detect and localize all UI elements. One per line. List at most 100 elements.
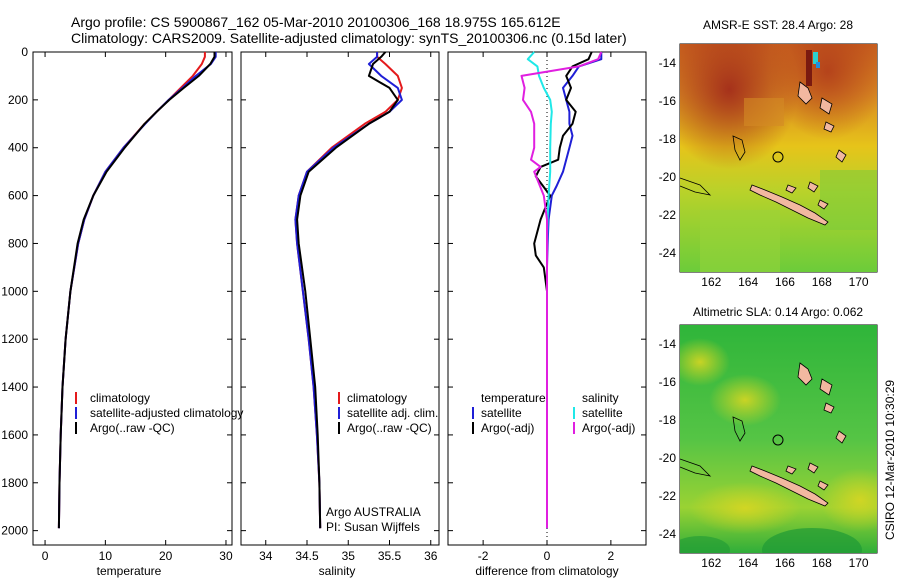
vanuatu-island — [797, 362, 813, 386]
legend-label-climatology: climatology — [90, 391, 150, 405]
sla-map-ytick-label: -14 — [659, 337, 677, 351]
difference-legend: temperature salinity satellite Argo(-adj… — [472, 391, 635, 435]
salinity-xlabel: salinity — [319, 564, 356, 578]
sst-missing-data-3 — [816, 62, 820, 68]
sla-low-anomaly-2 — [680, 536, 730, 553]
sla-map-ytick-label: -22 — [659, 489, 677, 503]
sst-map-ytick-label: -22 — [659, 208, 677, 222]
loyalty-island-2 — [817, 199, 829, 210]
vanuatu-island — [797, 81, 813, 105]
legend-header-temperature: temperature — [481, 391, 546, 405]
difference-xtick-label: -2 — [478, 549, 489, 563]
loyalty-island — [807, 181, 819, 193]
depth-tick-label: 2000 — [1, 524, 28, 538]
sla-map-xtick-label: 162 — [701, 556, 721, 570]
difference-xlabel: difference from climatology — [475, 564, 618, 578]
salinity-series-argo-raw-qc — [296, 51, 399, 529]
temperature-axes-frame — [32, 51, 233, 546]
sla-low-anomaly — [762, 528, 862, 553]
sst-map-xtick-label: 166 — [775, 275, 795, 289]
salinity-xtick-label: 34 — [259, 549, 273, 563]
loyalty-island-2 — [817, 480, 829, 491]
legend-label-argo: Argo(..raw -QC) — [90, 421, 175, 435]
sla-map-ytick-label: -16 — [659, 375, 677, 389]
salinity-series-satellite-adj-clim — [294, 52, 403, 529]
reef-outline-2 — [679, 177, 712, 196]
temperature-legend: climatology satellite-adjusted climatolo… — [75, 391, 243, 435]
vanuatu-island-4 — [835, 430, 847, 444]
legend-label-climatology: climatology — [347, 391, 407, 405]
depth-tick-label: 1800 — [1, 476, 28, 490]
sla-high-anomaly-2 — [709, 374, 781, 426]
vanuatu-island-2 — [819, 97, 833, 115]
depth-tick-label: 600 — [8, 189, 28, 203]
loyalty-island — [807, 462, 819, 474]
sst-map-ytick-label: -20 — [659, 170, 677, 184]
difference-xtick-label: 0 — [544, 549, 551, 563]
sla-coastlines — [679, 362, 847, 507]
sst-map-ytick-label: -14 — [659, 56, 677, 70]
salinity-xtick-label: 34.5 — [295, 549, 319, 563]
salinity-series-climatology — [294, 52, 403, 529]
sst-missing-data-2 — [813, 52, 818, 64]
sla-map-xtick-label: 168 — [812, 556, 832, 570]
loyalty-island-3 — [785, 465, 797, 475]
depth-tick-label: 1000 — [1, 284, 28, 298]
new-caledonia-island — [749, 465, 829, 507]
reef-outline — [732, 416, 746, 442]
sla-map-ytick-label: -20 — [659, 451, 677, 465]
temperature-xtick-label: 10 — [99, 549, 113, 563]
temperature-series-argo-raw-qc — [57, 52, 216, 529]
reef-outline-2 — [679, 458, 712, 477]
temperature-xtick-label: 20 — [159, 549, 173, 563]
temperature-series-satellite-adjusted-climatology — [57, 52, 217, 529]
reef-outline — [732, 135, 746, 161]
sla-high-anomaly-4 — [820, 468, 877, 532]
difference-series-temperature-argo-adj — [533, 51, 593, 529]
new-caledonia-island — [749, 184, 829, 226]
sst-map-ytick-label: -18 — [659, 132, 677, 146]
sst-map-xtick-label: 162 — [701, 275, 721, 289]
argo-float-marker — [772, 434, 784, 446]
salinity-xtick-label: 35 — [342, 549, 356, 563]
sst-map-xtick-label: 164 — [738, 275, 758, 289]
depth-tick-label: 1600 — [1, 428, 28, 442]
vanuatu-island-3 — [823, 121, 835, 133]
difference-xtick-label: 2 — [608, 549, 615, 563]
vanuatu-island-2 — [819, 378, 833, 396]
legend-header-salinity: salinity — [582, 391, 619, 405]
difference-series-salinity-argo-adj — [520, 51, 603, 529]
header-line-2: Climatology: CARS2009. Satellite-adjuste… — [71, 30, 627, 46]
temperature-xlabel: temperature — [97, 564, 162, 578]
credit-timestamp: CSIRO 12-Mar-2010 10:30:29 — [883, 380, 897, 540]
temperature-series-climatology — [57, 52, 206, 529]
sla-map-title: Altimetric SLA: 0.14 Argo: 0.062 — [693, 305, 863, 319]
sla-map-xtick-label: 170 — [849, 556, 869, 570]
temperature-xtick-label: 30 — [219, 549, 233, 563]
loyalty-island-3 — [785, 184, 797, 194]
depth-tick-label: 800 — [8, 236, 28, 250]
sst-map-xtick-label: 170 — [849, 275, 869, 289]
float-pi: PI: Susan Wijffels — [326, 520, 420, 534]
salinity-xtick-label: 35.5 — [378, 549, 402, 563]
temperature-xtick-label: 0 — [42, 549, 49, 563]
argo-float-marker — [772, 151, 784, 163]
vanuatu-island-3 — [823, 402, 835, 414]
sst-coastlines — [679, 81, 847, 226]
legend-label-satellite: satellite-adjusted climatology — [90, 406, 243, 420]
depth-tick-label: 200 — [8, 93, 28, 107]
header-line-1: Argo profile: CS 5900867_162 05-Mar-2010… — [71, 14, 561, 30]
sla-high-anomaly — [680, 338, 730, 386]
legend-label-satellite: satellite adj. clim. — [347, 406, 438, 420]
depth-tick-label: 0 — [21, 45, 28, 59]
float-institution: Argo AUSTRALIA — [326, 505, 421, 519]
sst-map-ytick-label: -24 — [659, 246, 677, 260]
sla-map-ytick-label: -24 — [659, 527, 677, 541]
sst-map-ytick-label: -16 — [659, 94, 677, 108]
sla-high-anomaly-3 — [689, 482, 801, 534]
legend-label-sal-satellite: satellite — [582, 406, 623, 420]
legend-label-temp-satellite: satellite — [481, 406, 522, 420]
sla-map-field — [680, 325, 877, 553]
sst-warm-patch — [744, 98, 784, 126]
